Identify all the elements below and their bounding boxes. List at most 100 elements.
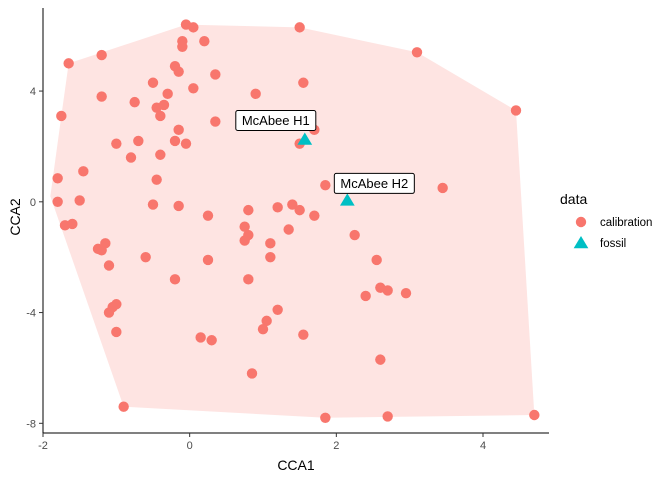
calibration-point [206,335,217,346]
calibration-point [411,47,423,58]
annotations: McAbee H1 McAbee H2 [235,110,415,194]
calibration-point [52,173,63,184]
legend-item-fossil: fossil [573,236,626,250]
calibration-point [265,251,276,263]
calibration-point [250,88,261,100]
calibration-point [371,254,382,266]
y-tick-label: -8 [26,418,36,430]
calibration-point [261,315,272,327]
calibration-point [155,149,166,160]
calibration-point [147,199,159,210]
calibration-point [320,412,331,423]
calibration-point [103,260,115,271]
calibration-point [272,304,283,315]
annotation-label: McAbee H1 [235,110,317,132]
axes [42,8,549,434]
calibration-point [510,105,522,116]
calibration-point [239,235,250,246]
calibration-point [320,179,331,191]
calibration-point [147,77,159,88]
calibration-point [202,210,214,221]
calibration-point [298,329,309,340]
legend-key-calibration [575,216,587,228]
x-axis-title: CCA1 [277,457,315,473]
calibration-point [382,411,393,422]
legend-items: calibration fossil [573,216,652,250]
data-points [52,19,540,423]
calibration-point [74,195,85,206]
legend-title: data [560,191,587,207]
legend-key-fossil [573,236,589,249]
calibration-point [173,66,184,77]
calibration-point [155,110,166,122]
calibration-point [118,401,129,412]
calibration-point [188,22,199,33]
calibration-point [129,96,140,108]
calibration-point [349,229,360,241]
x-ticks: -2 0 2 4 [38,433,486,452]
legend-label-calibration: calibration [600,217,652,229]
calibration-point [162,88,173,100]
fossil-point [339,193,355,206]
calibration-hull [50,24,535,418]
calibration-point [437,182,448,194]
hull-polygon [50,24,535,418]
calibration-point [246,368,258,379]
calibration-point [360,290,371,302]
calibration-point [210,69,221,80]
calibration-point [140,251,151,263]
calibration-point [67,218,78,230]
calibration-point [239,221,250,232]
calibration-point [173,124,184,136]
annotation-box [235,110,317,132]
calibration-point [283,224,294,235]
calibration-point [111,326,122,338]
calibration-point [96,49,107,61]
calibration-point [180,138,192,149]
x-tick-label: 2 [333,440,339,452]
y-tick-label: 4 [30,86,36,98]
annotation-text: McAbee H2 [340,176,408,191]
calibration-point [243,204,254,216]
annotation-text: McAbee H1 [242,113,310,128]
calibration-point [382,285,393,296]
annotation-label: McAbee H2 [333,172,415,194]
calibration-point [400,287,412,299]
calibration-point [210,116,221,127]
calibration-point [272,202,283,213]
calibration-point [133,135,144,147]
calibration-point [103,307,115,318]
annotation-box [333,172,415,194]
calibration-point [202,254,214,266]
calibration-point [294,22,305,33]
calibration-point [78,166,89,177]
x-tick-label: 4 [480,440,486,452]
calibration-point [287,199,298,210]
calibration-point [125,152,137,163]
calibration-point [111,138,122,149]
y-axis-title: CCA2 [7,198,23,236]
fossil-point [297,132,313,145]
calibration-point [177,41,188,52]
calibration-point [96,245,107,256]
x-tick-label: 0 [187,440,193,452]
legend-item-calibration: calibration [575,216,652,229]
calibration-point [169,135,181,147]
legend: data calibration fossil [560,191,652,250]
calibration-point [56,110,67,122]
calibration-point [298,77,309,88]
calibration-point [96,91,107,102]
calibration-point [169,274,181,285]
calibration-point [52,196,63,208]
x-tick-label: -2 [38,440,48,452]
calibration-point [151,174,162,185]
legend-label-fossil: fossil [600,238,626,250]
calibration-point [63,58,74,69]
calibration-point [158,99,170,111]
calibration-point [199,36,210,47]
calibration-point [294,204,305,216]
calibration-point [188,83,199,94]
calibration-point [375,354,386,365]
calibration-point [243,274,254,285]
